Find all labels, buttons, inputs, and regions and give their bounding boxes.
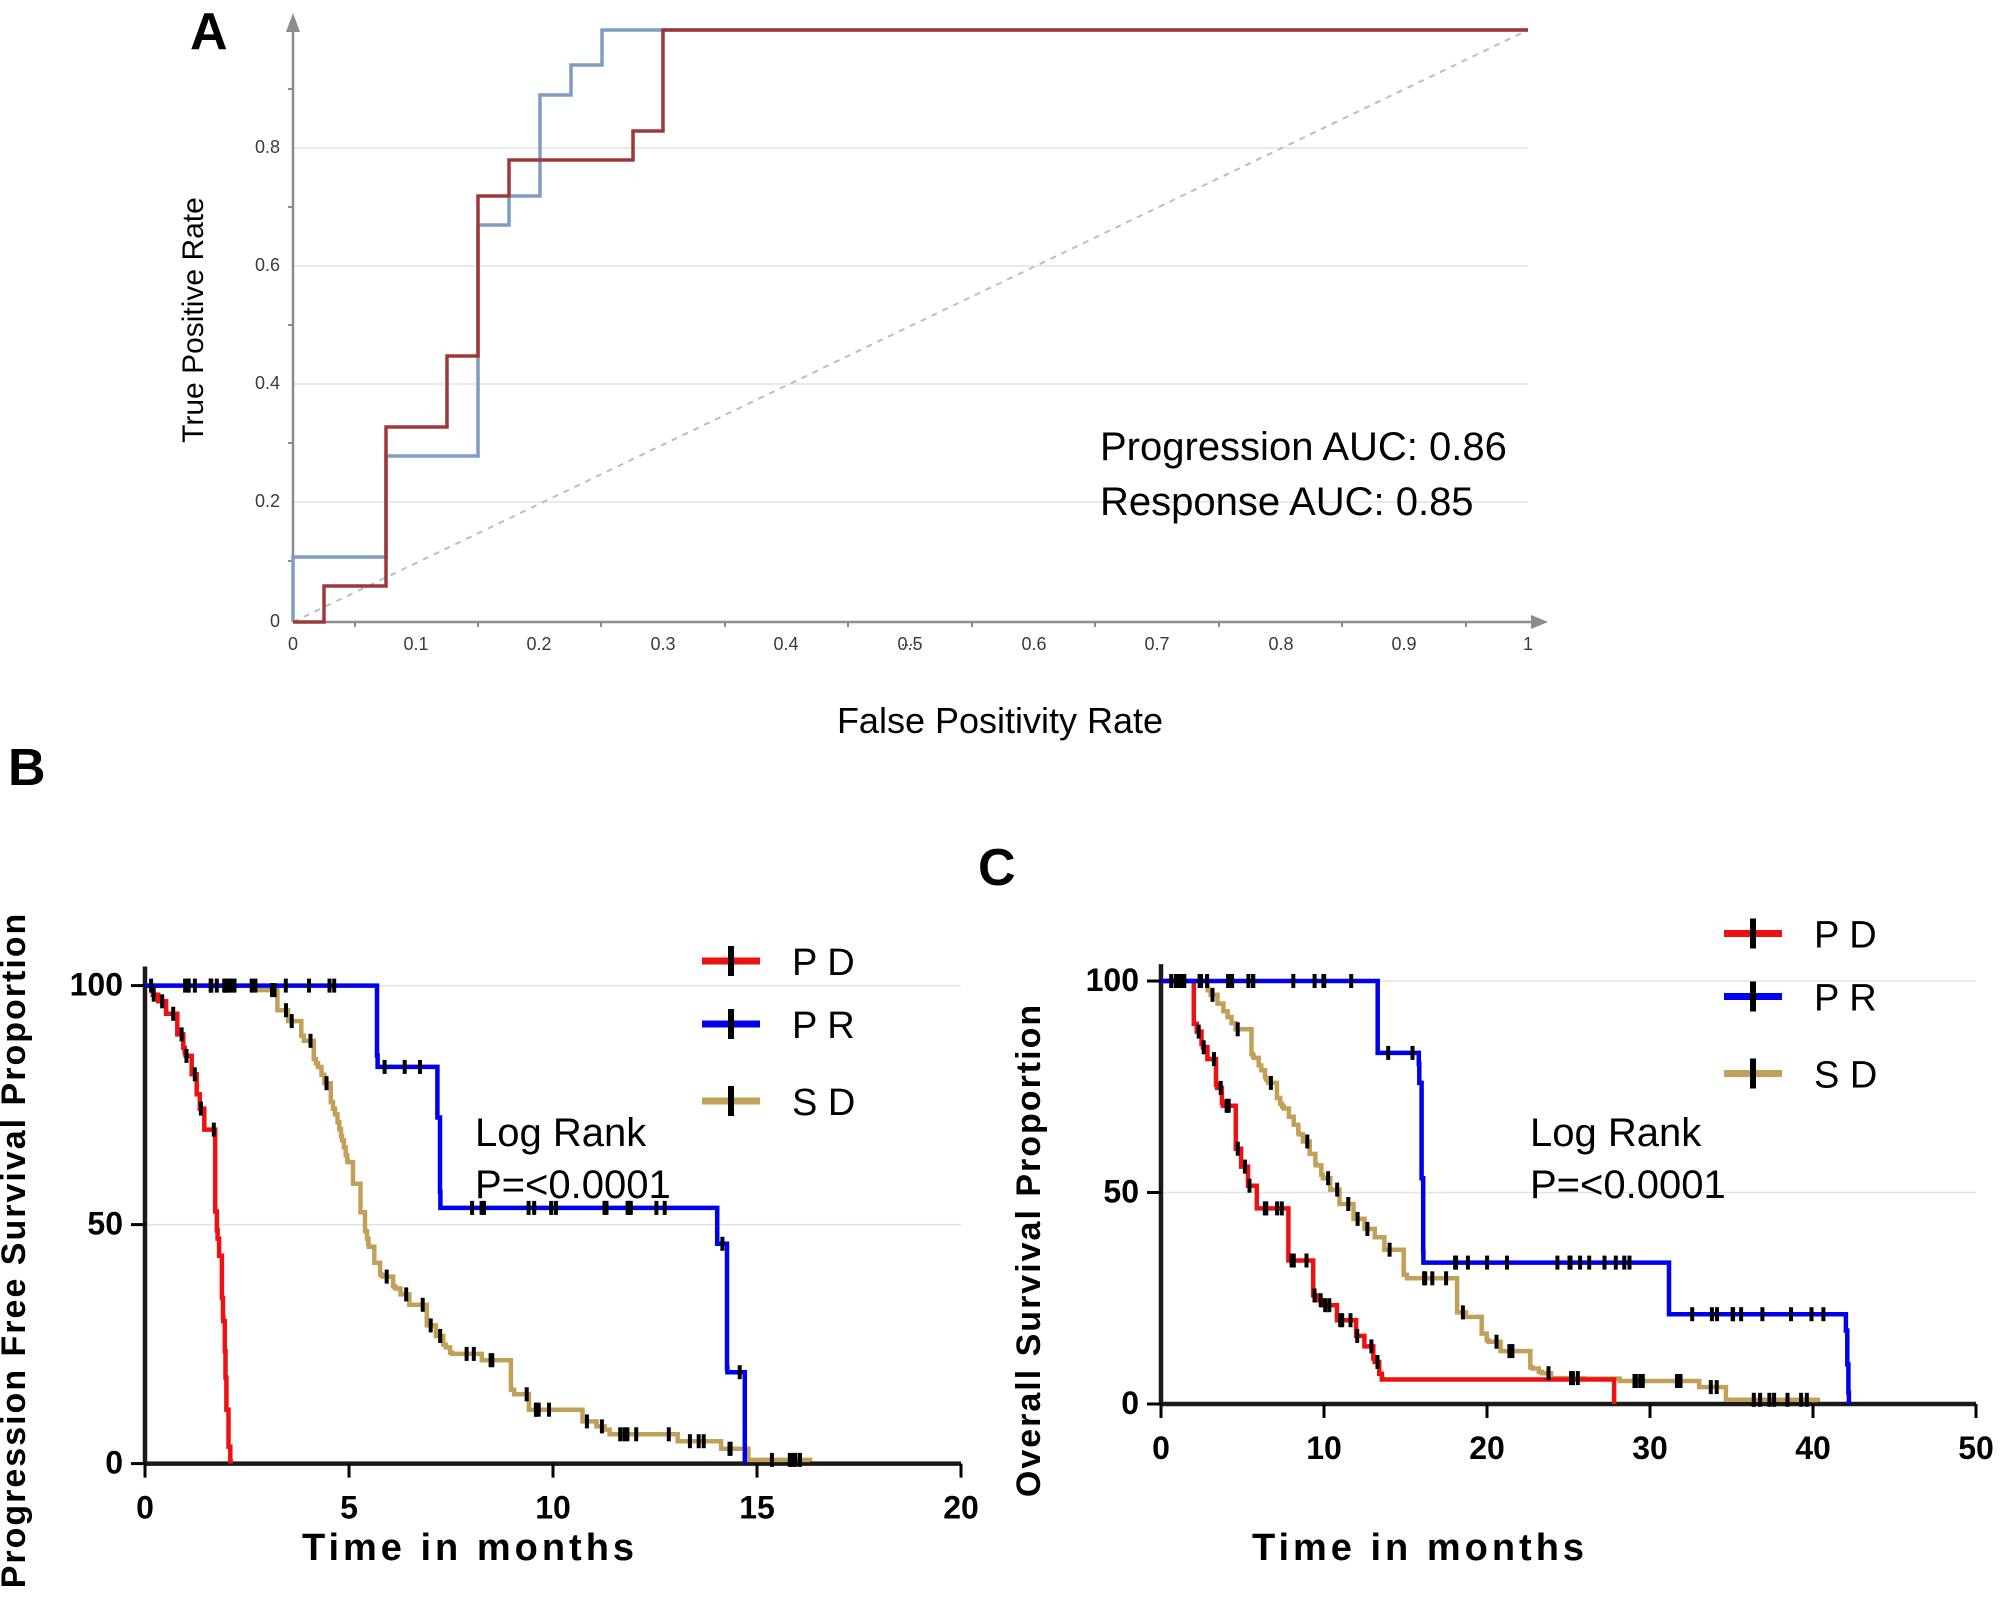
svg-text:P=<0.0001: P=<0.0001 <box>1530 1163 1726 1207</box>
svg-text:15: 15 <box>739 1490 775 1526</box>
svg-text:S D: S D <box>792 1082 855 1124</box>
svg-text:0: 0 <box>288 634 298 650</box>
svg-text:P=<0.0001: P=<0.0001 <box>475 1163 671 1207</box>
svg-text:1: 1 <box>1523 634 1533 650</box>
svg-text:Progression AUC: 0.86: Progression AUC: 0.86 <box>1100 425 1507 469</box>
svg-text:100: 100 <box>1086 962 1139 998</box>
svg-text:50: 50 <box>1103 1174 1139 1210</box>
svg-text:0.2: 0.2 <box>255 491 280 511</box>
svg-text:100: 100 <box>70 967 123 1003</box>
svg-text:True Positive Rate: True Positive Rate <box>177 197 210 443</box>
svg-text:20: 20 <box>1469 1430 1505 1466</box>
svg-text:P D: P D <box>1814 915 1877 957</box>
svg-text:0.5: 0.5 <box>897 634 922 650</box>
svg-text:0.2: 0.2 <box>526 634 551 650</box>
svg-text:5: 5 <box>340 1490 358 1526</box>
svg-text:0: 0 <box>270 611 280 631</box>
svg-text:Progression Free Survival Prop: Progression Free Survival Proportion <box>0 912 33 1589</box>
svg-text:30: 30 <box>1632 1430 1668 1466</box>
svg-text:0.4: 0.4 <box>773 634 798 650</box>
svg-text:0.8: 0.8 <box>255 137 280 157</box>
svg-text:0.7: 0.7 <box>1144 634 1169 650</box>
svg-text:0.6: 0.6 <box>255 255 280 275</box>
svg-text:P D: P D <box>792 942 855 984</box>
svg-text:0: 0 <box>136 1490 154 1526</box>
svg-text:10: 10 <box>535 1490 571 1526</box>
svg-text:0.1: 0.1 <box>403 634 428 650</box>
svg-text:0.9: 0.9 <box>1391 634 1416 650</box>
svg-text:S D: S D <box>1814 1055 1877 1097</box>
svg-text:40: 40 <box>1795 1430 1831 1466</box>
svg-text:0.8: 0.8 <box>1268 634 1293 650</box>
svg-text:0.3: 0.3 <box>650 634 675 650</box>
svg-text:Overall Survival Proportion: Overall Survival Proportion <box>1010 1003 1048 1497</box>
svg-text:Time in months: Time in months <box>1252 1527 1588 1569</box>
svg-text:Time in months: Time in months <box>302 1527 638 1569</box>
svg-text:0.4: 0.4 <box>255 373 280 393</box>
svg-text:0: 0 <box>1121 1385 1139 1421</box>
svg-text:Response AUC: 0.85: Response AUC: 0.85 <box>1100 480 1474 524</box>
svg-text:Log Rank: Log Rank <box>1530 1111 1702 1155</box>
svg-text:Log Rank: Log Rank <box>475 1111 647 1155</box>
svg-text:0: 0 <box>105 1445 123 1481</box>
svg-text:P R: P R <box>792 1005 855 1047</box>
svg-text:10: 10 <box>1306 1430 1342 1466</box>
svg-text:0.6: 0.6 <box>1021 634 1046 650</box>
svg-text:P R: P R <box>1814 978 1877 1020</box>
svg-text:50: 50 <box>87 1206 123 1242</box>
svg-text:0: 0 <box>1152 1430 1170 1466</box>
svg-text:50: 50 <box>1958 1430 1994 1466</box>
